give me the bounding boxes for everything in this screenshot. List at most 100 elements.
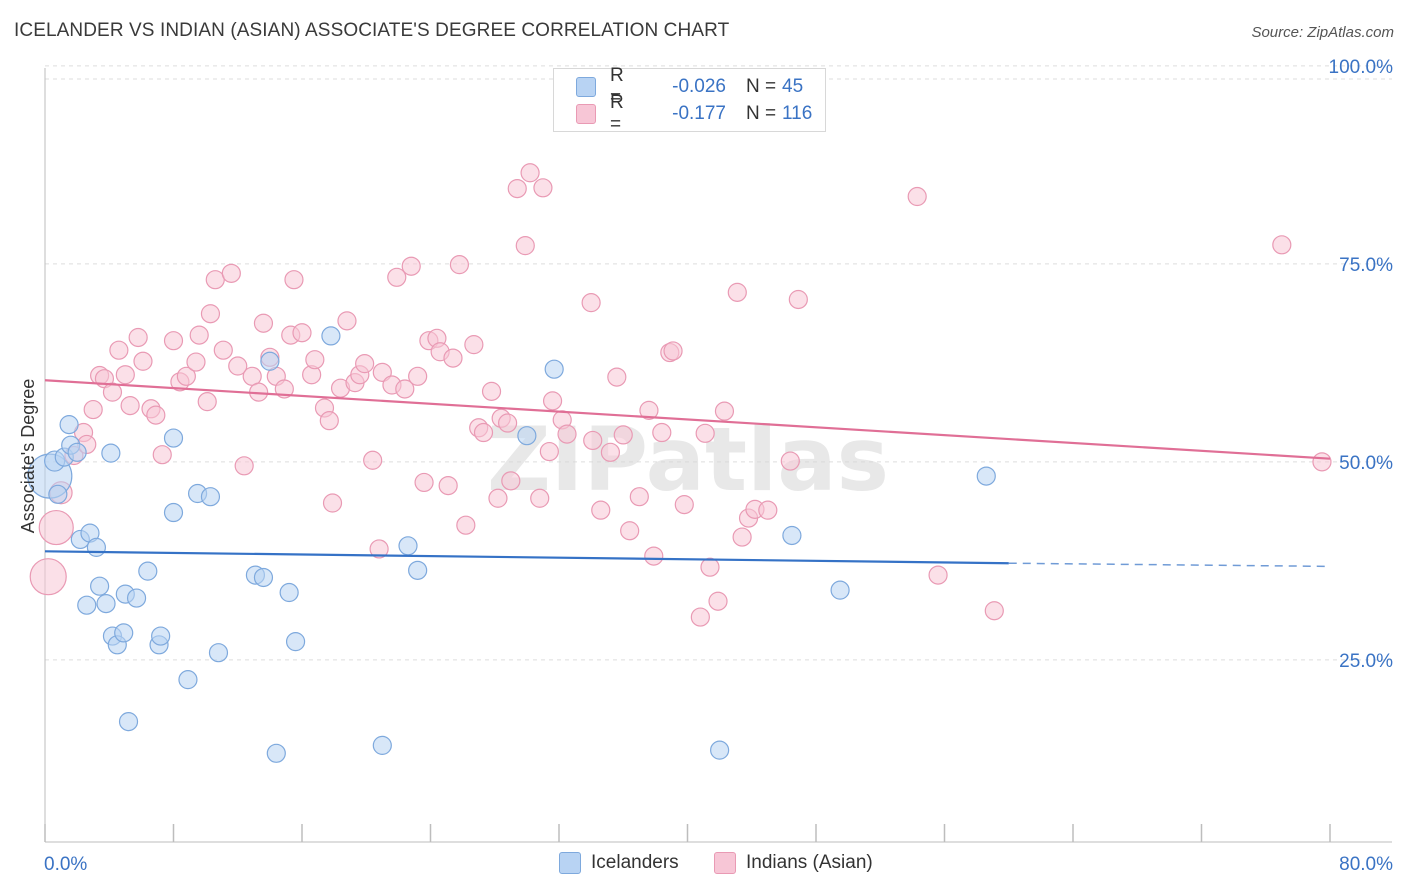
icelanders-point [114, 623, 134, 643]
indians-asian-point [189, 325, 209, 345]
indians-asian-point [133, 351, 153, 371]
indians-asian-points [29, 163, 1332, 627]
icelanders-points [27, 326, 996, 763]
n-label: N = [746, 103, 777, 124]
legend-item-indians-asian[interactable]: Indians (Asian) [714, 852, 873, 874]
y-tick-label: 75.0% [1339, 255, 1393, 276]
icelanders-point [138, 561, 158, 581]
icelanders-point [544, 359, 564, 379]
source-label: Source: ZipAtlas.com [1251, 24, 1394, 41]
indians-asian-point [695, 423, 715, 443]
indians-asian-point [372, 362, 392, 382]
indians-asian-point [128, 327, 148, 348]
indians-asian-point [644, 546, 664, 566]
indians-asian-point [498, 413, 518, 433]
indians-asian-point [727, 282, 747, 302]
indians-asian-point [600, 442, 621, 462]
chart-title: ICELANDER VS INDIAN (ASIAN) ASSOCIATE'S … [14, 20, 730, 41]
x-tick-label: 0.0% [44, 854, 87, 875]
icelanders-point [101, 443, 121, 463]
y-tick-label: 25.0% [1339, 651, 1393, 672]
indians-asian-point [613, 425, 633, 445]
indians-asian-point [788, 289, 808, 310]
indians-asian-point [414, 472, 434, 493]
indians-asian-point [337, 311, 357, 331]
legend-item-icelanders[interactable]: Icelanders [559, 852, 679, 874]
x-tick-label: 80.0% [1339, 854, 1393, 875]
indians-asian-point [109, 340, 129, 360]
n-label: N = [746, 76, 777, 97]
indians-asian-point [520, 163, 540, 183]
indians-asian-point [732, 527, 752, 547]
indians-asian-point [557, 424, 577, 444]
icelanders-point [285, 632, 306, 652]
indians-asian-point [674, 495, 694, 515]
series-legend: Icelanders Indians (Asian) [0, 852, 1406, 878]
indians-asian-point [408, 366, 428, 386]
indians-asian-point [607, 367, 627, 387]
indians-asian-point [591, 500, 611, 520]
legend-row-indians-asian: R = -0.177 N = 116 [576, 92, 812, 135]
indians-asian-point [38, 509, 74, 546]
indians-asian-point [620, 521, 640, 541]
icelanders-point [59, 415, 79, 435]
icelanders-point [830, 580, 850, 600]
indians-asian-point [515, 236, 535, 256]
icelanders-point [118, 712, 139, 732]
indians-asian-point [583, 430, 603, 451]
indians-asian-point [449, 255, 470, 275]
r-value: -0.026 [672, 76, 726, 97]
indians-asian-point [1312, 452, 1332, 472]
indians-asian-point [539, 441, 559, 462]
indians-asian-point [928, 565, 948, 585]
r-label: R = [610, 92, 624, 135]
indians-asian-point [146, 405, 166, 425]
icelanders-point [408, 560, 428, 580]
indians-asian-point [253, 313, 274, 333]
icelanders-point [398, 536, 418, 556]
icelanders-point [86, 537, 107, 557]
indians-asian-point [481, 381, 502, 401]
indians-asian-point [205, 270, 225, 290]
icelanders-point [67, 442, 87, 462]
indians-asian-point [629, 487, 649, 507]
indians-asian-point [305, 350, 325, 370]
icelanders-trend-line [44, 550, 1009, 565]
icelanders-point [77, 595, 97, 615]
icelanders-point [976, 466, 996, 486]
indians-asian-point [292, 323, 312, 343]
icelanders-point [321, 326, 341, 346]
indians-asian-point [369, 539, 389, 559]
indians-asian-point [163, 331, 184, 351]
icelanders-point [163, 428, 184, 448]
indians-asian-point [120, 396, 140, 416]
indians-asian-point [708, 591, 728, 611]
icelanders-point [782, 525, 802, 546]
icelanders-point [279, 582, 299, 603]
indians-asian-point [213, 340, 233, 360]
indians-asian-point [1272, 235, 1292, 255]
indians-asian-point [355, 354, 375, 374]
indians-asian-point [533, 178, 553, 198]
icelanders-point [517, 426, 537, 446]
indians-asian-point [700, 557, 720, 577]
y-axis-label: Associate's Degree [18, 379, 38, 534]
indians-asian-point [464, 335, 484, 355]
icelanders-point [48, 484, 68, 504]
indians-asian-point [387, 267, 407, 287]
legend-label: Icelanders [591, 852, 679, 873]
indians-asian-point [501, 471, 521, 491]
icelanders-point [208, 643, 229, 663]
icelanders-swatch [576, 77, 596, 97]
icelanders-point [372, 735, 392, 755]
icelanders-point [178, 670, 198, 690]
icelanders-point [96, 594, 116, 614]
icelanders-trend-extension [1008, 562, 1331, 568]
indians-asian-point [152, 445, 172, 465]
legend-label: Indians (Asian) [746, 852, 873, 873]
indians-asian-point [530, 488, 550, 508]
indians-asian-trend-line [44, 379, 1331, 460]
indians-asian-point [102, 382, 123, 402]
indians-asian-point [984, 601, 1004, 621]
